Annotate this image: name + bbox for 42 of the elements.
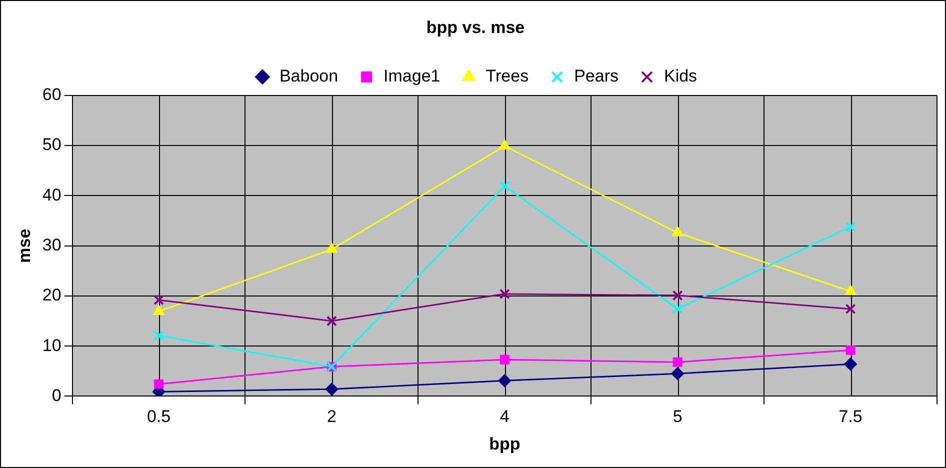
y-tick-label: 40 <box>42 185 62 204</box>
point <box>154 379 164 389</box>
point <box>672 357 682 367</box>
x-tick-label: 2 <box>326 407 336 426</box>
x-tick-label: 4 <box>500 407 510 426</box>
point <box>498 374 512 388</box>
y-tick-label: 0 <box>52 386 62 405</box>
point <box>672 290 683 301</box>
point <box>846 345 856 355</box>
legend-label: Image1 <box>384 66 440 86</box>
point <box>672 226 684 236</box>
y-tick-label: 60 <box>42 85 62 104</box>
y-tick-label: 30 <box>42 235 62 254</box>
point <box>499 288 510 300</box>
point <box>153 304 164 315</box>
y-tick-label: 20 <box>42 286 62 305</box>
point <box>326 316 337 326</box>
point <box>326 242 338 253</box>
point <box>845 304 856 314</box>
y-tick-label: 10 <box>42 336 62 355</box>
legend-label: Baboon <box>279 66 338 86</box>
chart-title: bpp vs. mse <box>426 18 525 37</box>
x-tick-label: 0.5 <box>146 407 171 426</box>
y-tick-label: 50 <box>42 135 62 154</box>
legend-label: Pears <box>574 66 618 86</box>
point <box>672 304 683 314</box>
legend-label: Kids <box>664 66 698 86</box>
x-axis-title: bpp <box>489 434 520 454</box>
point <box>154 330 164 341</box>
point <box>499 180 510 192</box>
legend-label: Trees <box>486 66 529 86</box>
point <box>500 354 510 364</box>
point <box>325 382 338 396</box>
point <box>498 140 510 150</box>
x-tick-label: 7.5 <box>838 407 862 426</box>
point <box>845 222 856 232</box>
y-axis-title: mse <box>14 228 34 263</box>
point <box>671 367 684 380</box>
point <box>844 358 858 371</box>
point <box>154 294 164 306</box>
point <box>844 284 856 295</box>
x-tick-label: 5 <box>672 407 682 426</box>
